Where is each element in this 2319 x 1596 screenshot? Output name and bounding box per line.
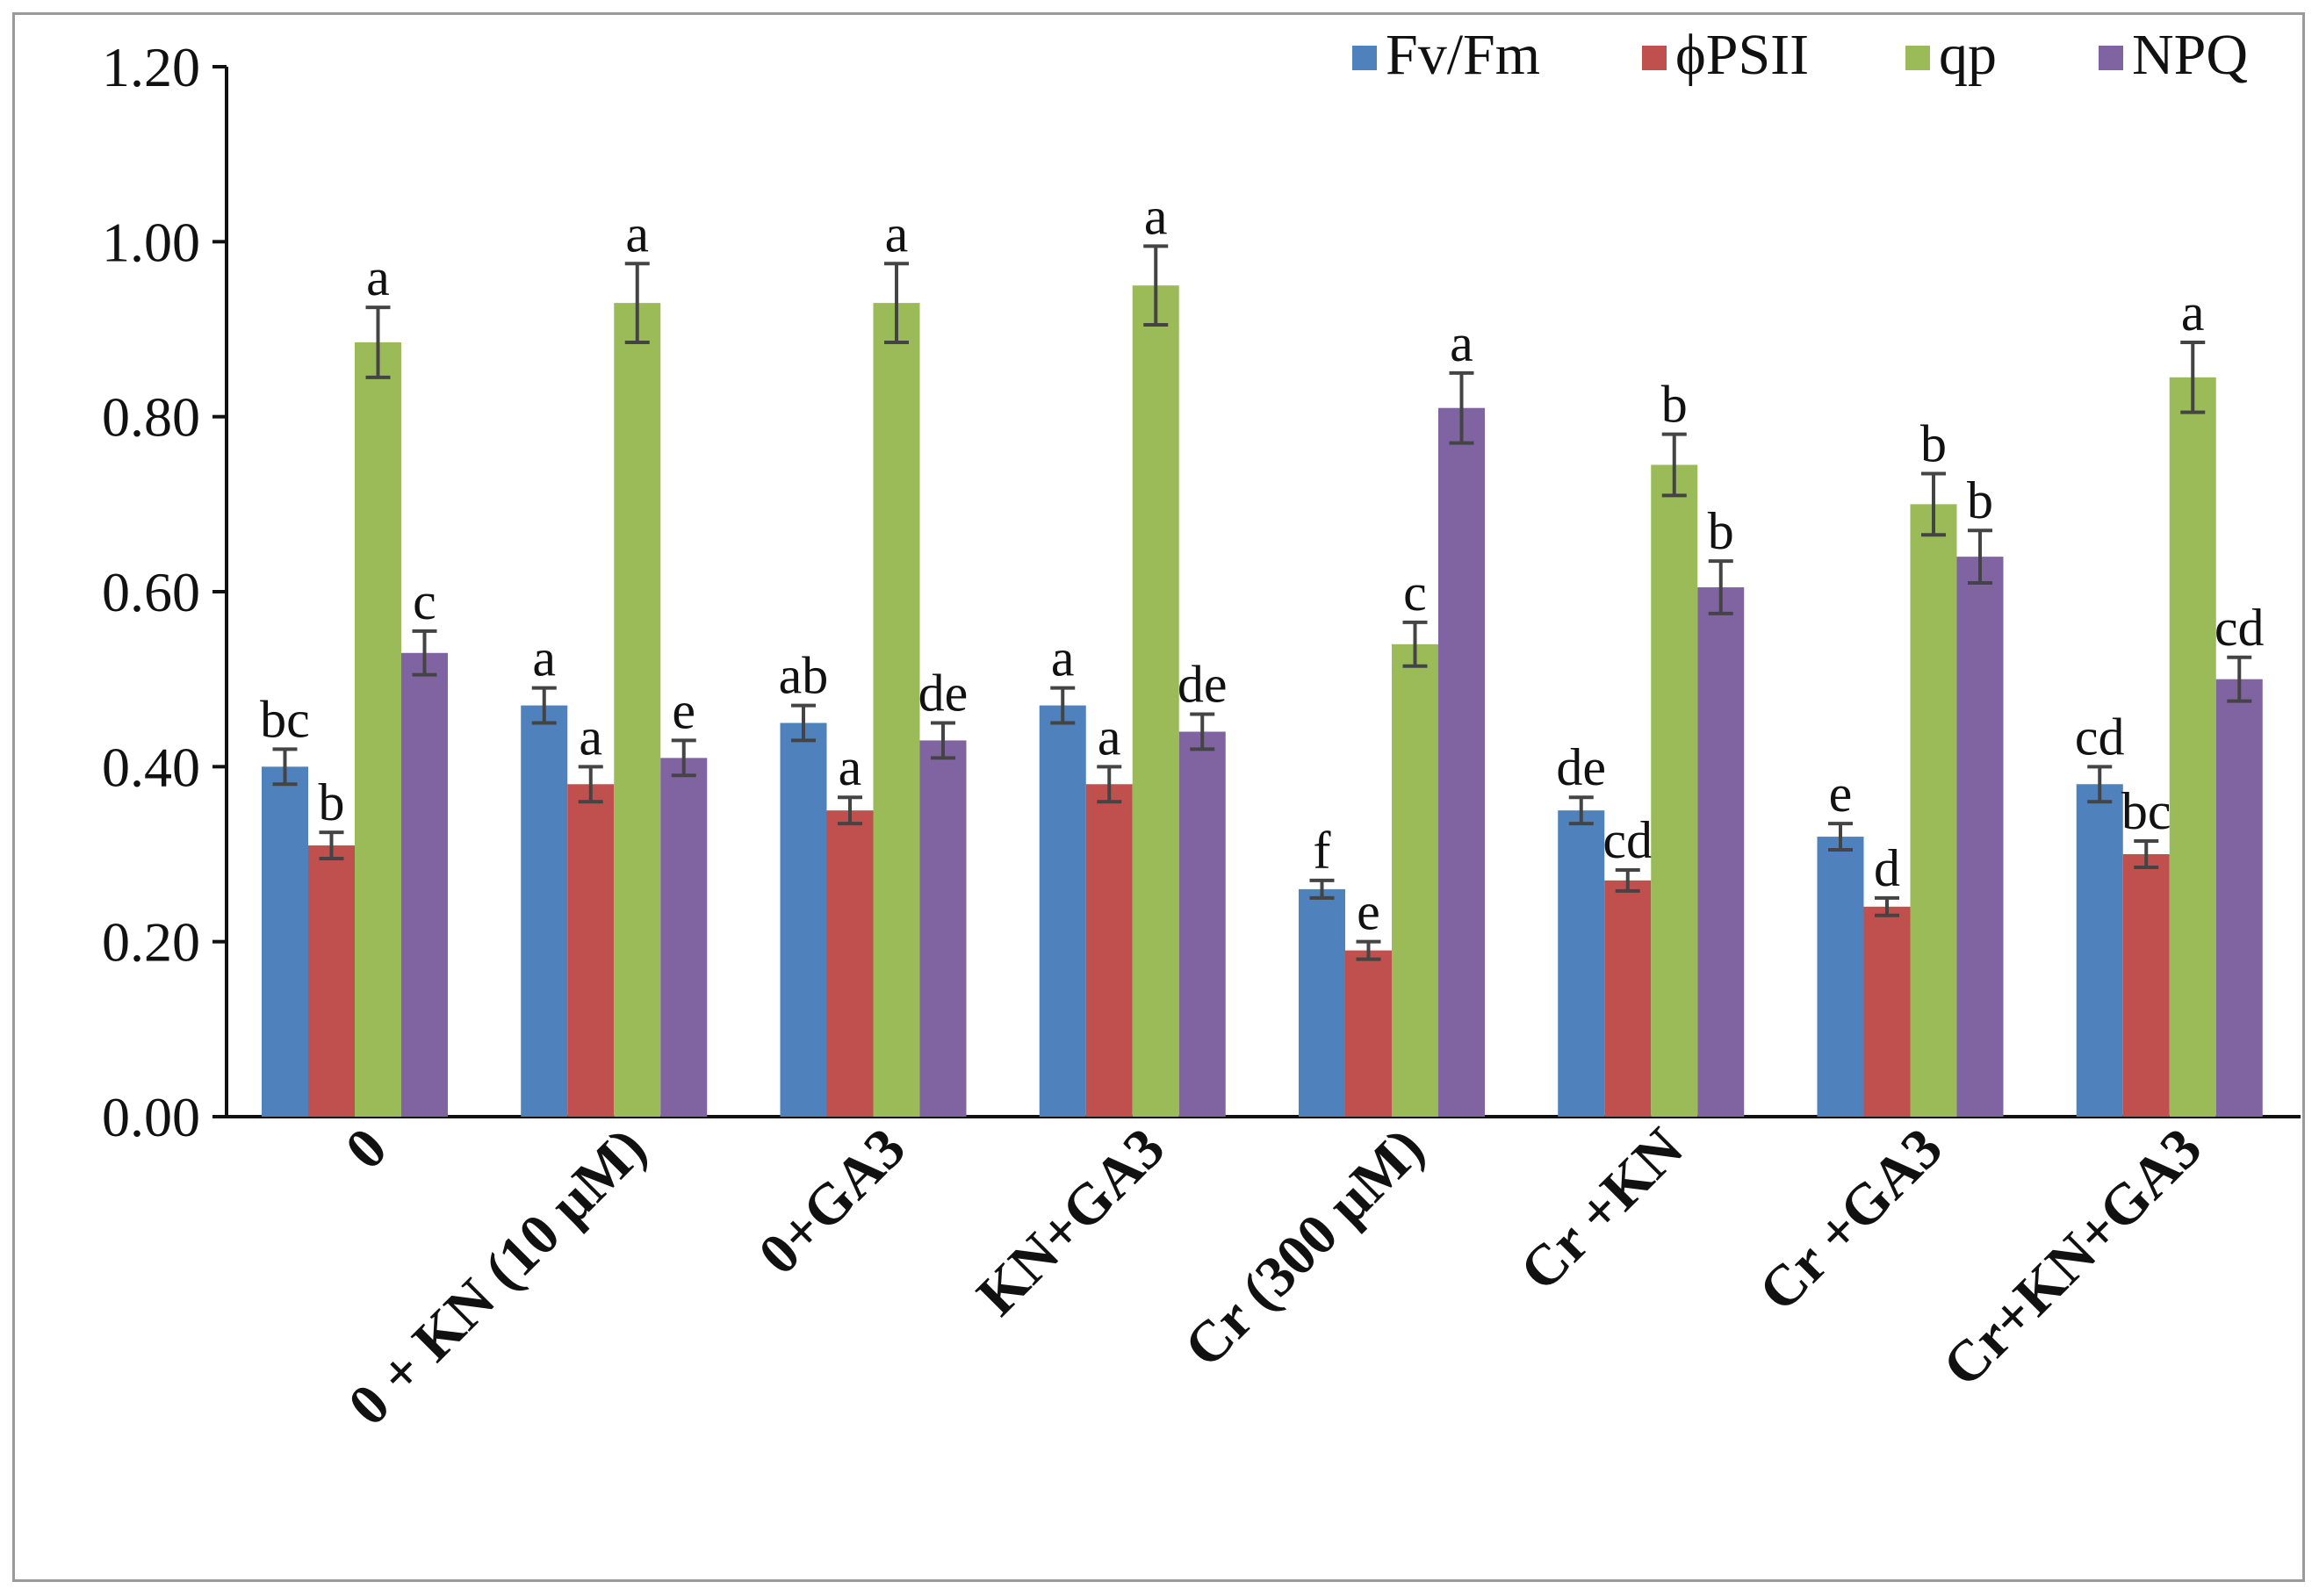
significance-letter: a [532, 629, 556, 687]
significance-letter: e [672, 681, 695, 739]
significance-letter: b [1967, 471, 1993, 529]
category-label: Cr+KN+GA3 [1931, 1116, 2215, 1399]
bar [1604, 880, 1652, 1117]
significance-letter: a [1098, 708, 1121, 766]
bar [262, 766, 308, 1117]
bar [1178, 731, 1226, 1117]
bars-layer: bcbacaaaeabaadeaaadefecadecdbbedbbcdbcac… [260, 187, 2265, 1118]
legend-label: Fv/Fm [1386, 23, 1540, 87]
bar [1438, 407, 1485, 1117]
significance-letter: a [2181, 284, 2205, 341]
bar [2122, 854, 2170, 1117]
y-tick-label: 1.20 [102, 36, 200, 98]
bar [401, 652, 448, 1117]
significance-letter: b [1661, 376, 1688, 434]
bar [780, 723, 827, 1117]
significance-letter: b [319, 773, 345, 831]
y-tick-label: 0.60 [102, 561, 200, 623]
bar [1956, 557, 2004, 1117]
y-tick-label: 1.00 [102, 211, 200, 273]
category-label: Cr (300 µM) [1172, 1116, 1437, 1380]
significance-letter: cd [1602, 811, 1653, 869]
bar [308, 845, 355, 1117]
category-label: Cr +GA3 [1746, 1116, 1955, 1324]
bar [1392, 643, 1438, 1117]
significance-letter: de [918, 665, 969, 723]
y-tick-label: 0.80 [102, 386, 200, 449]
significance-letter: a [625, 205, 649, 262]
bar [1345, 950, 1392, 1117]
significance-letter: cd [2075, 708, 2125, 766]
significance-letter: bc [260, 690, 310, 748]
bar [2076, 784, 2123, 1117]
bar [873, 303, 920, 1118]
significance-letter: a [579, 708, 602, 766]
legend-label: ϕPSII [1675, 23, 1809, 87]
significance-letter: bc [2121, 782, 2171, 840]
bar [355, 341, 401, 1117]
legend-swatch [1905, 46, 1930, 70]
bar [1651, 464, 1698, 1117]
significance-letter: ab [779, 647, 829, 705]
bar [919, 740, 967, 1117]
significance-letter: f [1314, 822, 1331, 880]
bar [826, 810, 874, 1117]
y-tick-label: 0.20 [102, 911, 200, 974]
significance-letter: a [1450, 314, 1473, 372]
legend-swatch [2099, 46, 2123, 70]
significance-letter: e [1829, 765, 1853, 823]
significance-letter: a [885, 205, 909, 262]
bar [1910, 504, 1957, 1117]
significance-letter: de [1556, 738, 1606, 796]
category-label: KN+GA3 [965, 1116, 1178, 1328]
significance-letter: a [366, 248, 390, 306]
legend-swatch [1352, 46, 1377, 70]
bar [1299, 888, 1345, 1117]
significance-letter: d [1874, 839, 1900, 897]
bar [1817, 837, 1864, 1117]
bar [614, 303, 661, 1118]
bar [1085, 784, 1133, 1117]
bar [1863, 906, 1911, 1117]
significance-letter: c [1403, 564, 1427, 622]
bar [521, 705, 568, 1117]
significance-letter: b [1920, 414, 1947, 472]
legend-label: NPQ [2132, 23, 2248, 87]
bar [2169, 377, 2216, 1118]
category-label: 0 [334, 1116, 400, 1182]
significance-letter: c [413, 572, 436, 630]
y-tick-label: 0.00 [102, 1086, 200, 1148]
significance-letter: a [1051, 629, 1075, 687]
bar [567, 784, 615, 1117]
significance-letter: cd [2215, 599, 2265, 657]
category-label: 0+GA3 [746, 1116, 918, 1287]
y-tick-label: 0.40 [102, 736, 200, 798]
bar [660, 758, 708, 1117]
bar [1697, 587, 1745, 1117]
legend: Fv/Fm ϕPSII qp NPQ [1352, 23, 2248, 87]
bar [1132, 285, 1179, 1118]
category-label: Cr +KN [1508, 1116, 1695, 1303]
significance-letter: b [1708, 502, 1734, 560]
bar [1558, 810, 1605, 1117]
significance-letter: de [1178, 656, 1228, 714]
significance-letter: e [1357, 883, 1380, 941]
legend-label: qp [1939, 23, 1997, 87]
bar [2215, 679, 2263, 1117]
significance-letter: a [1144, 187, 1168, 245]
bar [1039, 705, 1086, 1117]
significance-letter: a [839, 738, 862, 796]
legend-swatch [1642, 46, 1667, 70]
